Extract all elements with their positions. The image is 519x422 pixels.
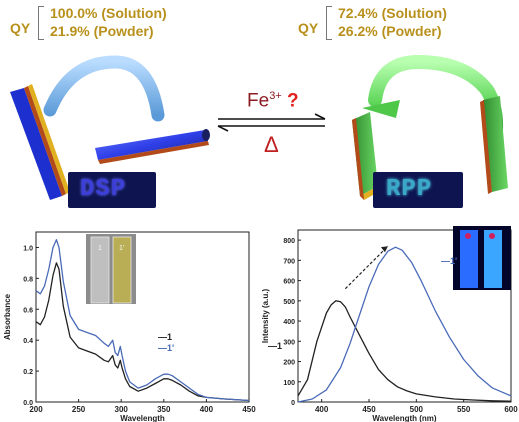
plot-frame (35, 231, 250, 403)
delta-label: Δ (264, 132, 279, 157)
cuvette-1-prime-cap (489, 233, 495, 239)
molecular-models (10, 54, 508, 208)
x-tick-label: 350 (157, 405, 171, 414)
left-photo (68, 172, 156, 208)
x-tick-label: 200 (29, 405, 43, 414)
x-tick-label: 250 (72, 405, 86, 414)
y-tick-label: 100 (283, 380, 295, 387)
right-qy-solution: 72.4% (Solution) (338, 5, 447, 21)
intensity-axes: 400 450 500 550 600 0 100 200 300 400 500 600 700 800… (261, 229, 518, 422)
legend-entry: —1 (268, 341, 282, 351)
reagent-element: Fe (247, 90, 270, 112)
reagent-charge: 3+ (269, 90, 282, 102)
legend-entry: —1' (441, 256, 457, 266)
right-qy-label: QY (298, 20, 319, 36)
y-tick-label: 0.2 (23, 369, 33, 376)
legend-entry: —1 (158, 332, 172, 342)
right-photo (373, 172, 463, 208)
y-tick-label: 700 (283, 258, 295, 265)
reaction-arrows (217, 113, 326, 132)
absorbance-legend: —1—1' (158, 332, 174, 353)
vial-1-prime-label: 1' (119, 245, 124, 252)
intensity-legend: —1 —1' (268, 256, 457, 351)
vial-1 (90, 236, 110, 304)
redshift-arrow (344, 245, 389, 290)
intensity-inset (453, 226, 511, 290)
y-axis-label: Absorbance (3, 293, 12, 340)
cuvette-1-cap (465, 233, 471, 239)
series-line-compound-1 (297, 300, 512, 402)
series-line-compound-1-prime (35, 239, 250, 402)
y-tick-label: 0 (291, 400, 295, 407)
y-tick-label: 500 (283, 299, 295, 306)
plot-frame (297, 229, 512, 403)
y-tick-label: 0.8 (23, 276, 33, 283)
cuvette-1-prime (484, 230, 502, 288)
y-axis-label: Intensity (a.u.) (261, 289, 270, 344)
y-tick-label: 0.4 (23, 338, 33, 345)
right-molecule (352, 54, 508, 200)
legend-entry: —1' (158, 343, 174, 353)
absorbance-series (35, 239, 250, 402)
x-tick-label: 450 (362, 405, 376, 414)
absorbance-axes: 200 250 300 350 400 450 0.0 0.2 0.4 0.6 0.8 1.0 Wave… (3, 231, 256, 422)
x-tick-label: 400 (315, 405, 329, 414)
x-tick-label: 600 (504, 405, 518, 414)
reagent-question: ? (287, 90, 299, 112)
left-qy-solution: 100.0% (Solution) (50, 5, 167, 21)
left-qy-brace (38, 6, 47, 40)
absorbance-inset: 1 1' (86, 234, 136, 304)
x-tick-label: 300 (115, 405, 129, 414)
x-tick-label: 500 (410, 405, 424, 414)
vial-1-label: 1 (98, 245, 102, 252)
absorbance-chart: 200 250 300 350 400 450 0.0 0.2 0.4 0.6 0.8 1.0 Wave… (3, 231, 256, 422)
left-qy-label: QY (10, 20, 31, 36)
y-tick-label: 1.0 (23, 245, 33, 252)
intensity-series (297, 245, 512, 403)
cuvette-1 (460, 230, 478, 288)
y-tick-label: 400 (283, 319, 295, 326)
left-photo-label: DSP (80, 176, 127, 203)
left-molecule (10, 55, 210, 200)
right-qy-block: QY 72.4% (Solution) 26.2% (Powder) (298, 6, 498, 42)
left-qy-powder: 21.9% (Powder) (50, 23, 154, 39)
y-tick-label: 0.0 (23, 400, 33, 407)
right-photo-label: RPP (386, 176, 433, 203)
intensity-chart: 400 450 500 550 600 0 100 200 300 400 500 600 700 800… (261, 226, 518, 422)
series-line-compound-1-prime (297, 246, 512, 403)
left-qy-block: QY 100.0% (Solution) 21.9% (Powder) (10, 6, 210, 42)
x-tick-label: 400 (200, 405, 214, 414)
reagent-label: Fe3+ ? (247, 90, 299, 112)
redshift-arrowhead (380, 246, 388, 253)
x-axis-label: Wavelength (nm) (372, 414, 436, 422)
right-qy-powder: 26.2% (Powder) (338, 23, 442, 39)
vial-1-prime (112, 236, 132, 304)
y-tick-label: 200 (283, 360, 295, 367)
x-axis-label: Wavelength (120, 414, 165, 422)
x-tick-label: 450 (242, 405, 256, 414)
x-tick-label: 550 (457, 405, 471, 414)
y-tick-label: 0.6 (23, 307, 33, 314)
series-line-compound-1 (35, 262, 250, 402)
right-qy-brace (326, 6, 335, 40)
y-tick-label: 800 (283, 238, 295, 245)
y-tick-label: 300 (283, 339, 295, 346)
y-tick-label: 600 (283, 279, 295, 286)
